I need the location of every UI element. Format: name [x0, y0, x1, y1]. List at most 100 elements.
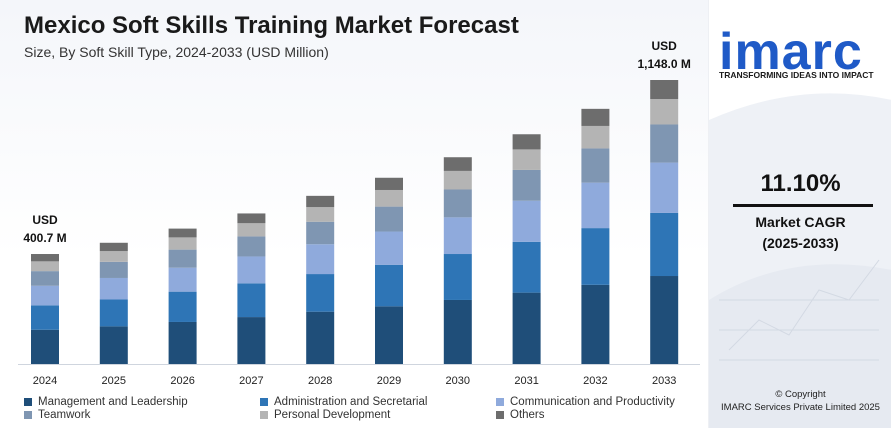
bar-segment-2032-5 — [581, 108, 610, 126]
logo-tagline: TRANSFORMING IDEAS INTO IMPACT — [719, 70, 874, 80]
x-tick-label-2029: 2029 — [377, 375, 401, 387]
bar-segment-2025-0 — [99, 326, 128, 364]
data-label-currency-0: USD — [32, 213, 58, 227]
x-tick-label-2032: 2032 — [583, 375, 607, 387]
bar-segment-2033-0 — [650, 276, 679, 364]
bar-segment-2025-5 — [99, 242, 128, 252]
legend-label-5: Others — [510, 409, 545, 421]
cagr-label: Market CAGR — [755, 214, 846, 230]
bar-segment-2031-2 — [512, 200, 541, 242]
bar-segment-2031-3 — [512, 169, 541, 201]
legend-swatch-0 — [24, 398, 32, 406]
bar-segment-2026-2 — [168, 267, 197, 292]
legend-item-1: Administration and Secretarial — [260, 396, 496, 408]
bar-segment-2024-2 — [31, 285, 59, 306]
bar-segment-2028-3 — [306, 221, 335, 245]
legend-item-4: Personal Development — [260, 409, 496, 421]
cagr-divider — [733, 204, 873, 207]
legend-item-2: Communication and Productivity — [496, 396, 696, 408]
legend-swatch-5 — [496, 411, 504, 419]
bar-segment-2030-1 — [443, 254, 472, 300]
decorative-background-graphic — [709, 0, 891, 428]
x-tick-label-2027: 2027 — [239, 375, 263, 387]
bar-segment-2032-1 — [581, 228, 610, 285]
bar-segment-2027-0 — [237, 317, 266, 364]
bar-segment-2031-1 — [512, 241, 541, 293]
brand-sidebar: imarc TRANSFORMING IDEAS INTO IMPACT 11.… — [708, 0, 891, 428]
x-tick-label-2030: 2030 — [446, 375, 470, 387]
legend-label-2: Communication and Productivity — [510, 396, 675, 408]
bar-segment-2026-1 — [168, 291, 197, 322]
bar-segment-2025-4 — [99, 251, 128, 262]
copyright-line-1: © Copyright — [775, 389, 826, 400]
legend-item-5: Others — [496, 409, 696, 421]
legend-swatch-1 — [260, 398, 268, 406]
bar-segment-2024-4 — [31, 261, 59, 272]
bar-segment-2032-3 — [581, 148, 610, 183]
bar-segment-2027-5 — [237, 213, 266, 224]
bar-segment-2027-1 — [237, 283, 266, 318]
stacked-bar-chart: 2024 2025 2026 2027 2028 2029 2030 2031 2032 2033… — [18, 39, 700, 387]
cagr-period: (2025-2033) — [762, 235, 839, 251]
bar-segment-2033-2 — [650, 162, 679, 213]
legend-label-4: Personal Development — [274, 409, 391, 421]
x-tick-label-2028: 2028 — [308, 375, 332, 387]
legend-label-0: Management and Leadership — [38, 396, 188, 408]
bar-segment-2030-4 — [443, 170, 472, 190]
bar-segment-2026-4 — [168, 237, 197, 250]
legend-swatch-2 — [496, 398, 504, 406]
chart-subtitle: Size, By Soft Skill Type, 2024-2033 (USD… — [24, 44, 329, 60]
bar-segment-2029-0 — [375, 306, 403, 364]
legend-swatch-4 — [260, 411, 268, 419]
legend-label-1: Administration and Secretarial — [274, 396, 428, 408]
x-tick-label-2025: 2025 — [102, 375, 126, 387]
bar-segment-2033-1 — [650, 212, 679, 277]
bar-segment-2029-2 — [375, 231, 403, 265]
x-tick-label-2031: 2031 — [514, 375, 538, 387]
bar-segment-2029-1 — [375, 264, 403, 307]
bar-segment-2028-4 — [306, 207, 335, 222]
legend-label-3: Teamwork — [38, 409, 91, 421]
bar-segment-2033-3 — [650, 124, 679, 163]
bar-segment-2025-1 — [99, 299, 128, 327]
data-label-value-0: 400.7 M — [23, 231, 66, 245]
data-label-currency-1: USD — [652, 39, 678, 53]
bar-segment-2033-5 — [650, 80, 679, 100]
bar-segment-2028-2 — [306, 244, 335, 275]
legend-item-0: Management and Leadership — [24, 396, 260, 408]
x-tick-label-2033: 2033 — [652, 375, 676, 387]
copyright-line-2: IMARC Services Private Limited 2025 — [721, 402, 880, 413]
bar-segment-2028-1 — [306, 274, 335, 312]
bar-segment-2025-2 — [99, 277, 128, 300]
data-label-value-1: 1,148.0 M — [638, 57, 691, 71]
bar-segment-2032-2 — [581, 182, 610, 229]
bar-segment-2029-4 — [375, 189, 403, 207]
bar-segment-2031-4 — [512, 149, 541, 170]
x-tick-label-2026: 2026 — [170, 375, 194, 387]
bar-segment-2031-0 — [512, 292, 541, 364]
bar-segment-2028-0 — [306, 311, 335, 364]
bar-segment-2024-0 — [31, 329, 59, 364]
bar-segment-2027-3 — [237, 236, 266, 257]
chart-legend: Management and Leadership Administration … — [24, 396, 704, 421]
bar-segment-2032-0 — [581, 284, 610, 364]
bar-segment-2024-3 — [31, 271, 59, 286]
bar-segment-2026-3 — [168, 249, 197, 268]
bar-segment-2033-4 — [650, 99, 679, 125]
bar-segment-2030-0 — [443, 299, 472, 364]
bar-segment-2030-2 — [443, 217, 472, 255]
imarc-logo: imarc — [719, 23, 863, 81]
bar-segment-2026-5 — [168, 228, 197, 238]
bar-segment-2026-0 — [168, 321, 197, 364]
bar-segment-2027-2 — [237, 256, 266, 284]
chart-title: Mexico Soft Skills Training Market Forec… — [24, 12, 519, 39]
bar-segment-2024-1 — [31, 305, 59, 330]
cagr-value: 11.10% — [760, 170, 841, 197]
copyright-notice: © Copyright IMARC Services Private Limit… — [709, 388, 891, 414]
bar-segment-2029-5 — [375, 177, 403, 190]
chart-panel: Mexico Soft Skills Training Market Forec… — [0, 0, 708, 428]
bar-segment-2032-4 — [581, 125, 610, 149]
bar-segment-2024-5 — [31, 254, 59, 262]
x-tick-label-2024: 2024 — [33, 375, 57, 387]
bar-segment-2030-5 — [443, 157, 472, 171]
